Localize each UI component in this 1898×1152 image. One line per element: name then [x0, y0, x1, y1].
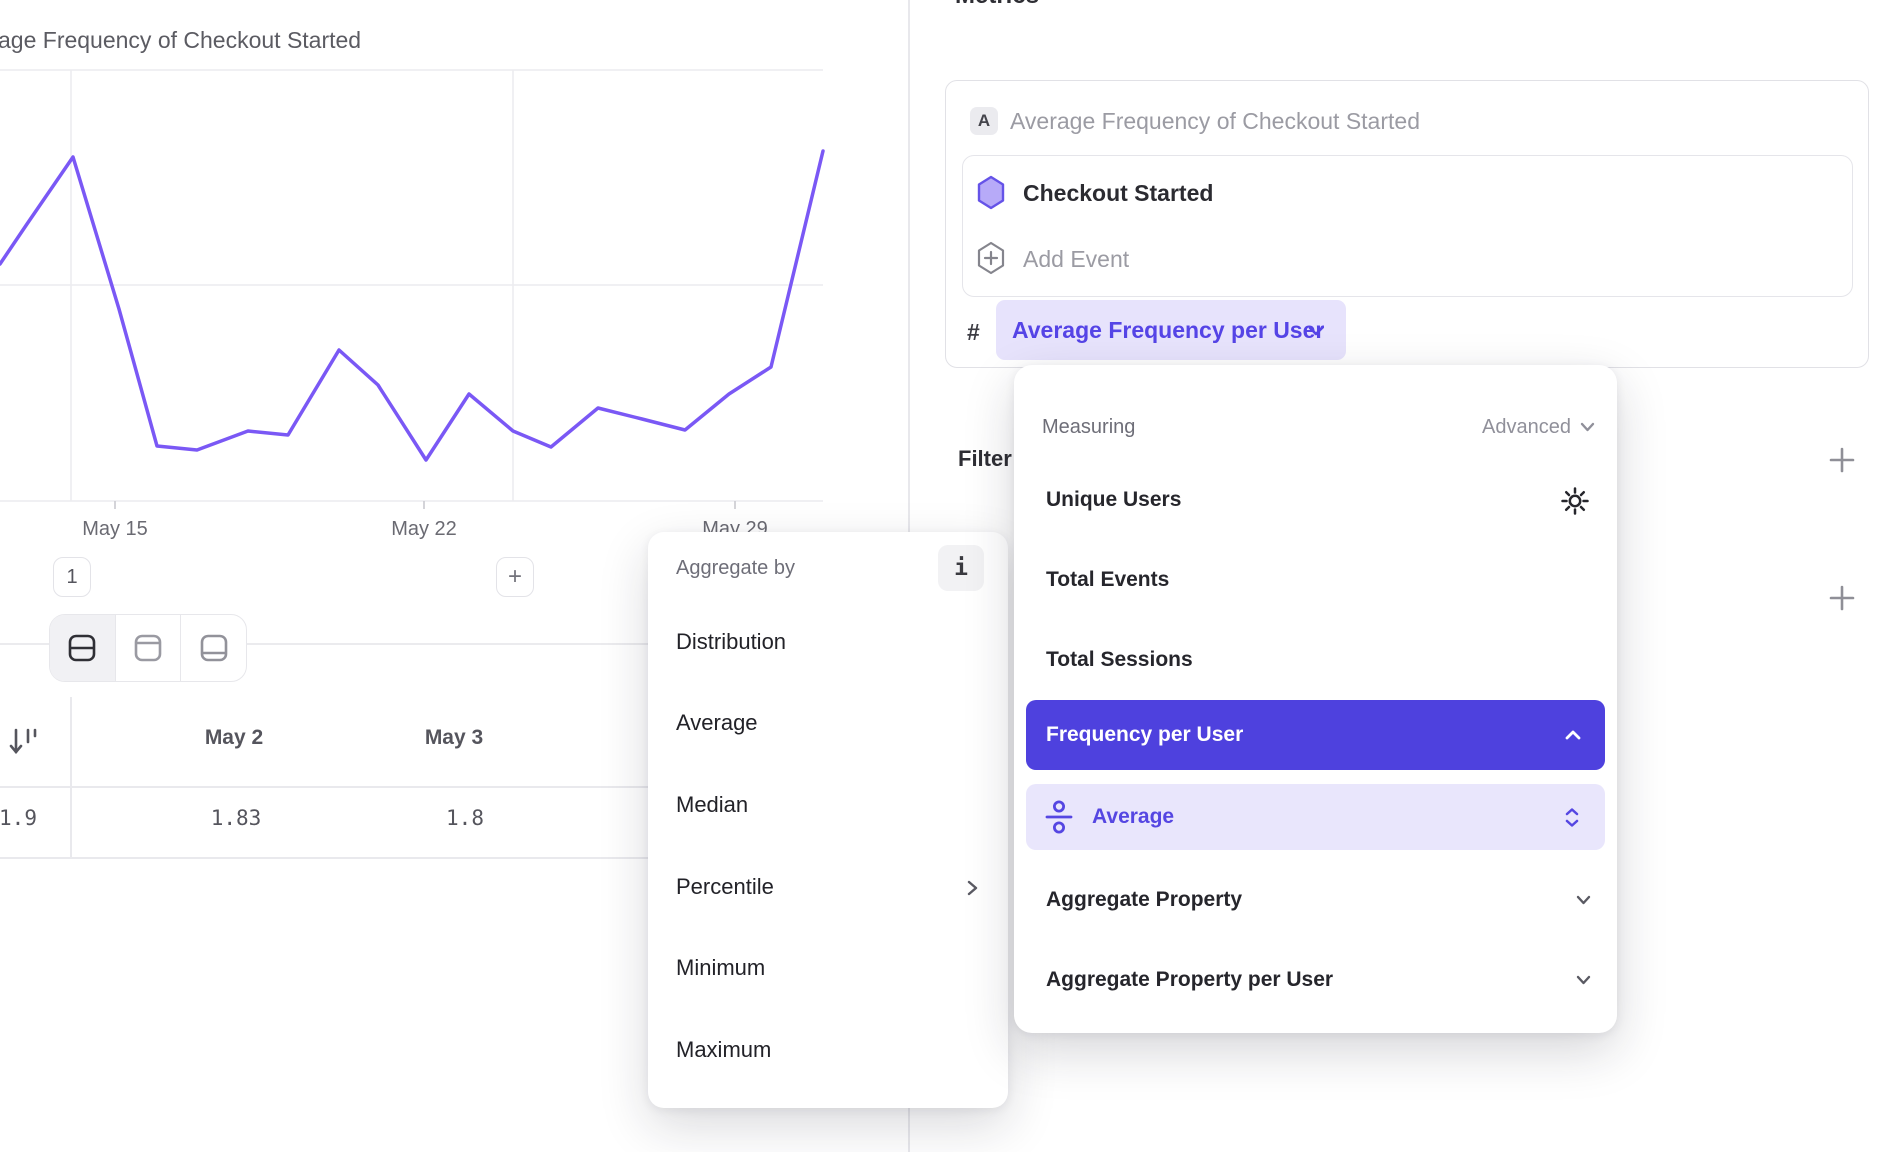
- event-card: Checkout Started Add Event: [962, 155, 1853, 297]
- chart-title: age Frequency of Checkout Started: [0, 27, 362, 53]
- menu-item-aggregate-property[interactable]: Aggregate Property: [1046, 888, 1243, 911]
- measurement-dropdown-button[interactable]: Average Frequency per User: [996, 300, 1346, 360]
- layout-option-top[interactable]: [114, 615, 181, 681]
- layout-option-bottom[interactable]: [180, 615, 246, 681]
- menu-item-average[interactable]: Average: [676, 710, 758, 735]
- menu-item-percentile[interactable]: Percentile: [676, 874, 774, 899]
- table-header-border: [0, 786, 908, 788]
- chart-table-layout-toggle: [49, 614, 247, 682]
- table-header-may2[interactable]: May 2: [204, 726, 264, 749]
- table-cell-value: 1.9: [0, 806, 37, 830]
- menu-item-maximum[interactable]: Maximum: [676, 1037, 772, 1062]
- menu-item-unique-users[interactable]: Unique Users: [1046, 488, 1182, 511]
- bottom-bar-view-icon: [200, 634, 227, 662]
- line-chart: [0, 69, 825, 509]
- metric-badge: A: [970, 107, 998, 135]
- add-breakdown-button[interactable]: [1829, 585, 1855, 611]
- add-series-button[interactable]: +: [496, 557, 534, 597]
- event-name[interactable]: Checkout Started: [1023, 180, 1214, 206]
- metric-card: A Average Frequency of Checkout Started …: [945, 80, 1869, 368]
- advanced-label: Advanced: [1482, 415, 1571, 438]
- event-hexagon-icon: [977, 175, 1005, 210]
- numeric-metric-icon: #: [967, 319, 980, 345]
- table-header-may3[interactable]: May 3: [424, 726, 484, 749]
- advanced-dropdown[interactable]: Advanced: [1482, 415, 1595, 439]
- table-cell-value: 1.83: [210, 806, 262, 830]
- selected-item-label: Frequency per User: [1046, 723, 1244, 746]
- measuring-header-label: Measuring: [1042, 416, 1136, 438]
- filter-section-heading: Filter: [958, 446, 1012, 471]
- up-down-chevrons-icon: [1565, 808, 1579, 827]
- menu-item-total-sessions[interactable]: Total Sessions: [1046, 648, 1193, 671]
- metrics-section-heading: Metrics: [955, 0, 1039, 10]
- gear-icon[interactable]: [1560, 486, 1590, 516]
- split-view-icon: [69, 634, 96, 662]
- measuring-dropdown-panel: Measuring Advanced Unique Users Total Ev…: [1014, 365, 1617, 1033]
- chevron-down-icon: [1576, 895, 1591, 905]
- top-bar-view-icon: [134, 634, 162, 662]
- x-axis-tick-labels: May 15 May 22 May 29: [0, 0, 908, 560]
- add-filter-button[interactable]: [1829, 447, 1855, 473]
- add-event-hexagon-plus-icon: [977, 241, 1005, 275]
- x-axis-tick-label: May 22: [391, 518, 457, 540]
- table-column-divider: [70, 697, 72, 858]
- series-count-chip[interactable]: 1: [53, 557, 91, 597]
- average-division-icon: [1045, 800, 1073, 834]
- metric-name[interactable]: Average Frequency of Checkout Started: [1010, 108, 1420, 134]
- menu-item-frequency-per-user-selected[interactable]: Frequency per User: [1026, 700, 1605, 770]
- aggregate-by-header-label: Aggregate by: [676, 557, 795, 579]
- menu-item-minimum[interactable]: Minimum: [676, 955, 766, 980]
- table-bottom-border: [0, 857, 908, 859]
- add-event-button[interactable]: Add Event: [1023, 246, 1130, 272]
- table-cell-value: 1.8: [446, 806, 484, 830]
- aggregation-average-row[interactable]: Average: [1026, 784, 1605, 850]
- trend-line: [0, 149, 825, 462]
- section-divider: [0, 643, 908, 645]
- chevron-down-icon: [1308, 326, 1324, 336]
- aggregate-by-dropdown-panel: Aggregate by i Distribution Average Medi…: [648, 532, 1008, 1108]
- info-icon[interactable]: i: [938, 545, 984, 591]
- menu-item-median[interactable]: Median: [676, 792, 749, 817]
- sort-descending-icon[interactable]: [8, 724, 42, 760]
- layout-option-split[interactable]: [50, 615, 115, 681]
- menu-item-total-events[interactable]: Total Events: [1046, 568, 1170, 591]
- chevron-up-icon: [1565, 730, 1581, 740]
- chevron-right-icon: [967, 880, 978, 896]
- chevron-down-icon: [1580, 422, 1595, 432]
- x-axis-tick-label: May 15: [82, 518, 148, 540]
- menu-item-aggregate-property-per-user[interactable]: Aggregate Property per User: [1046, 968, 1334, 991]
- aggregation-average-label: Average: [1092, 805, 1175, 828]
- chevron-down-icon: [1576, 975, 1591, 985]
- measurement-dropdown-label: Average Frequency per User: [1012, 317, 1325, 343]
- menu-item-distribution[interactable]: Distribution: [676, 629, 787, 654]
